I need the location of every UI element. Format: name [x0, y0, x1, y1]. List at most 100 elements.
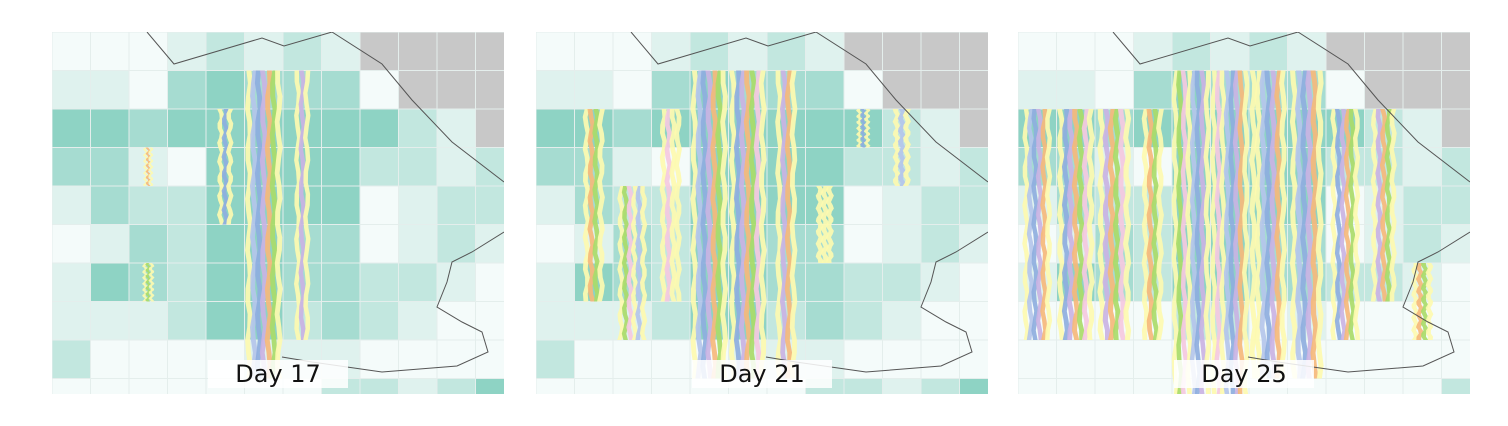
nodata-cell [476, 71, 505, 110]
grid-cell [844, 186, 883, 225]
grid-cell [322, 71, 361, 110]
grid-cell [437, 302, 476, 341]
grid-cell [613, 148, 652, 187]
grid-cell [921, 148, 960, 187]
grid-cell [844, 148, 883, 187]
grid-cell [1442, 225, 1471, 264]
nodata-cell [960, 32, 989, 71]
grid-cell [437, 263, 476, 302]
grid-cell [806, 263, 845, 302]
grid-cell [806, 148, 845, 187]
grid-cell [806, 109, 845, 148]
grid-cell [52, 263, 91, 302]
nodata-cell [1403, 71, 1442, 110]
grid-cell [575, 302, 614, 341]
grid-cell [129, 302, 168, 341]
streak-band [245, 71, 283, 379]
grid-cell [613, 71, 652, 110]
panel-label: Day 21 [692, 360, 832, 388]
grid-cell [1018, 32, 1057, 71]
grid-cell [960, 225, 989, 264]
grid-cell [1365, 379, 1404, 395]
grid-cell [168, 109, 207, 148]
grid-cell [883, 340, 922, 379]
nodata-cell [399, 32, 438, 71]
grid-cell [536, 379, 575, 395]
streak-band [1249, 71, 1287, 379]
grid-cell [129, 225, 168, 264]
grid-cell [613, 340, 652, 379]
grid-cell [206, 32, 245, 71]
nodata-cell [1365, 71, 1404, 110]
nodata-cell [1442, 71, 1471, 110]
streak-band [816, 186, 834, 263]
nodata-cell [960, 71, 989, 110]
grid-cell [168, 186, 207, 225]
grid-cell [1442, 148, 1471, 187]
grid-cell [960, 148, 989, 187]
grid-cell [360, 109, 399, 148]
grid-cell [652, 71, 691, 110]
grid-cell [399, 379, 438, 395]
grid-cell [322, 263, 361, 302]
grid-cell [476, 225, 505, 264]
grid-cell [575, 379, 614, 395]
grid-cell [206, 71, 245, 110]
grid-cell [883, 302, 922, 341]
grid-cell [806, 302, 845, 341]
grid-cell [536, 32, 575, 71]
grid-cell [1403, 148, 1442, 187]
nodata-cell [1326, 32, 1365, 71]
grid-cell [921, 340, 960, 379]
grid-cell [921, 109, 960, 148]
grid-cell [1403, 186, 1442, 225]
nodata-cell [437, 71, 476, 110]
nodata-cell [360, 32, 399, 71]
nodata-cell [476, 109, 505, 148]
grid-cell [575, 32, 614, 71]
grid-cell [91, 71, 130, 110]
grid-cell [91, 263, 130, 302]
grid-cell [168, 302, 207, 341]
grid-cell [921, 379, 960, 395]
grid-cell [536, 186, 575, 225]
grid-cell [52, 340, 91, 379]
grid-cell [168, 71, 207, 110]
nodata-cell [437, 32, 476, 71]
map-panel-day-25: Day 25 [1018, 32, 1470, 394]
grid-cell [1326, 340, 1365, 379]
grid-cell [960, 263, 989, 302]
grid-cell [52, 109, 91, 148]
grid-cell [1057, 379, 1096, 395]
grid-cell [52, 302, 91, 341]
grid-cell [91, 32, 130, 71]
grid-cell [437, 109, 476, 148]
grid-cell [168, 263, 207, 302]
streak-band [1097, 109, 1131, 340]
grid-cell [399, 109, 438, 148]
grid-cell [129, 32, 168, 71]
grid-cell [360, 379, 399, 395]
grid-cell [399, 340, 438, 379]
grid-cell [960, 340, 989, 379]
grid-cell [1403, 379, 1442, 395]
nodata-cell [883, 32, 922, 71]
grid-cell [322, 109, 361, 148]
grid-cell [883, 263, 922, 302]
grid-cell [1018, 71, 1057, 110]
grid-cell [52, 71, 91, 110]
nodata-cell [399, 71, 438, 110]
grid-cell [1057, 32, 1096, 71]
grid-cell [322, 186, 361, 225]
grid-cell [399, 263, 438, 302]
grid-cell [960, 302, 989, 341]
grid-cell [921, 225, 960, 264]
grid-cell [652, 340, 691, 379]
grid-cell [91, 109, 130, 148]
grid-cell [360, 225, 399, 264]
nodata-cell [921, 71, 960, 110]
streak-band [691, 71, 729, 379]
grid-cell [52, 225, 91, 264]
grid-cell [91, 379, 130, 395]
grid-cell [360, 186, 399, 225]
